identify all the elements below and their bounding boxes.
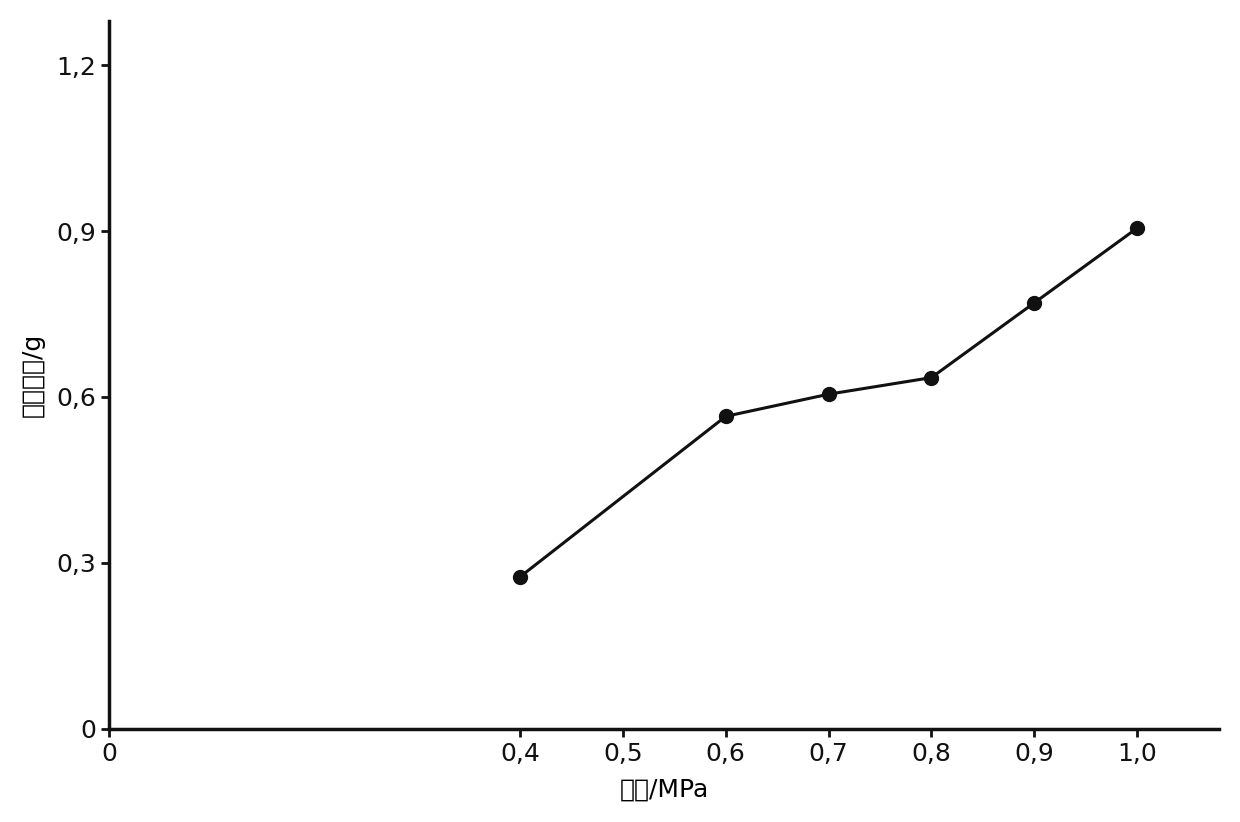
Y-axis label: 去除质量/g: 去除质量/g	[21, 333, 45, 417]
X-axis label: 气压/MPa: 气压/MPa	[620, 777, 709, 801]
